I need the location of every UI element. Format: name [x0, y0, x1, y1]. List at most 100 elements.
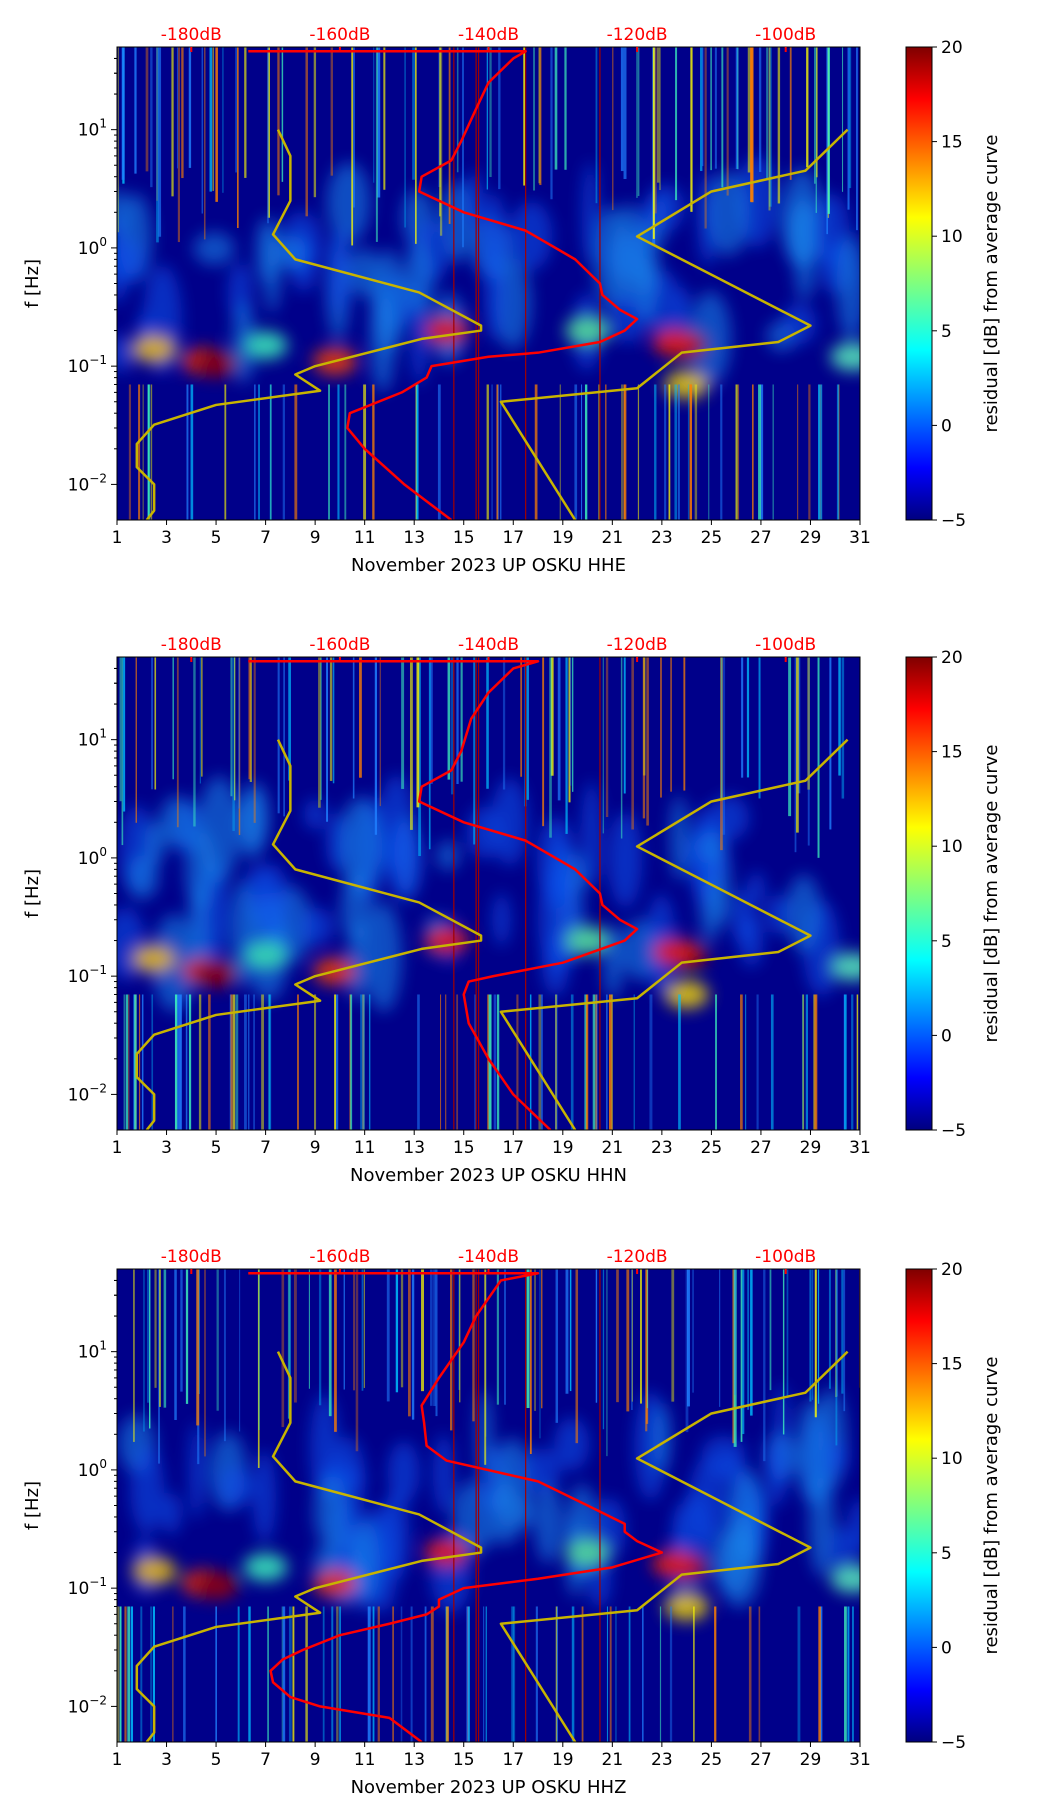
x-tick-label: 11: [354, 1750, 376, 1770]
transient-streak: [362, 994, 365, 1130]
transient-streak: [361, 1269, 364, 1391]
transient-streak: [212, 47, 214, 191]
transient-streak: [820, 384, 823, 520]
top-db-label: -120dB: [607, 635, 668, 655]
transient-streak: [675, 47, 678, 201]
transient-streak: [152, 1606, 155, 1742]
transient-streak: [598, 384, 600, 520]
transient-streak: [334, 1269, 337, 1432]
y-tick-label: 100: [78, 1457, 107, 1481]
x-tick-label: 17: [502, 1750, 524, 1770]
transient-streak: [623, 47, 627, 180]
transient-streak: [424, 1606, 426, 1742]
transient-streak: [668, 384, 671, 520]
transient-streak: [439, 47, 443, 236]
transient-streak: [654, 384, 657, 520]
transient-streak: [133, 1269, 135, 1442]
transient-streak: [418, 657, 421, 857]
transient-streak: [814, 1269, 817, 1418]
transient-streak: [456, 657, 459, 785]
energy-blob: [766, 1438, 787, 1507]
transient-streak: [626, 1269, 630, 1412]
transient-streak: [708, 384, 710, 520]
transient-streak: [203, 47, 206, 240]
x-tick-label: 23: [651, 1138, 673, 1158]
transient-streak: [248, 1606, 251, 1742]
top-db-label: -140dB: [458, 1247, 519, 1267]
transient-streak: [689, 384, 693, 520]
transient-streak: [140, 1606, 143, 1742]
x-tick-label: 1: [112, 528, 123, 548]
transient-streak: [318, 657, 321, 808]
transient-streak: [656, 47, 660, 183]
transient-streak: [277, 47, 280, 196]
x-tick-label: 31: [849, 1750, 871, 1770]
y-tick-label: 10−1: [68, 963, 107, 987]
transient-streak: [670, 657, 672, 792]
transient-streak: [649, 994, 653, 1130]
energy-hotspot: [243, 331, 288, 360]
transient-streak: [344, 384, 347, 520]
transient-streak: [838, 657, 841, 776]
transient-streak: [737, 384, 740, 520]
transient-streak: [375, 47, 378, 242]
transient-streak: [685, 1269, 689, 1433]
energy-hotspot: [194, 959, 239, 988]
top-db-label: -160dB: [309, 25, 370, 45]
energy-blob: [701, 1435, 746, 1473]
transient-streak: [690, 47, 693, 212]
transient-streak: [450, 1269, 453, 1431]
model-curve: [499, 738, 849, 1130]
transient-streak: [343, 1269, 345, 1390]
transient-streak: [360, 994, 362, 1130]
energy-blob: [278, 234, 307, 271]
transient-streak: [294, 384, 298, 520]
transient-streak: [592, 994, 596, 1130]
transient-streak: [594, 994, 598, 1130]
transient-streak: [400, 1606, 403, 1742]
model-curve: [499, 1350, 849, 1742]
transient-streak: [176, 657, 179, 828]
transient-streak: [149, 1269, 151, 1429]
transient-streak: [646, 657, 649, 826]
energy-blob: [326, 162, 371, 244]
transient-streak: [750, 47, 753, 202]
transient-streak: [612, 47, 614, 211]
transient-streak: [678, 994, 681, 1130]
transient-streak: [244, 47, 247, 178]
transient-streak: [766, 47, 769, 181]
energy-blob: [480, 192, 507, 283]
transient-streak: [623, 384, 627, 520]
transient-streak: [224, 384, 227, 520]
transient-streak: [511, 1606, 514, 1742]
colorbar-tick-label: 20: [941, 648, 963, 668]
transient-streak: [328, 384, 330, 520]
y-tick-label: 100: [78, 845, 107, 869]
transient-streak: [808, 384, 811, 520]
transient-streak: [466, 1606, 470, 1742]
x-tick-label: 27: [750, 1138, 772, 1158]
spectrogram-image: [117, 47, 860, 520]
transient-streak: [367, 1606, 371, 1742]
colorbar-tick-label: −5: [941, 511, 966, 531]
transient-streak: [606, 1606, 609, 1742]
energy-hotspot: [243, 941, 288, 970]
transient-streak: [498, 47, 501, 190]
transient-streak: [151, 657, 153, 790]
transient-streak: [609, 994, 612, 1130]
transient-streak: [841, 47, 844, 192]
energy-blob: [836, 233, 860, 341]
transient-streak: [158, 47, 162, 237]
transient-streak: [734, 1269, 736, 1395]
transient-streak: [687, 384, 690, 520]
colorbar-tick-label: 10: [941, 227, 963, 247]
energy-blob: [608, 811, 643, 908]
transient-streak: [183, 1606, 186, 1742]
transient-streak: [287, 1269, 291, 1419]
x-tick-label: 9: [310, 1138, 321, 1158]
energy-blob: [652, 1403, 671, 1473]
transient-streak: [188, 994, 192, 1130]
energy-blob: [554, 1417, 590, 1471]
transient-streak: [497, 384, 500, 520]
energy-hotspot: [424, 316, 469, 345]
